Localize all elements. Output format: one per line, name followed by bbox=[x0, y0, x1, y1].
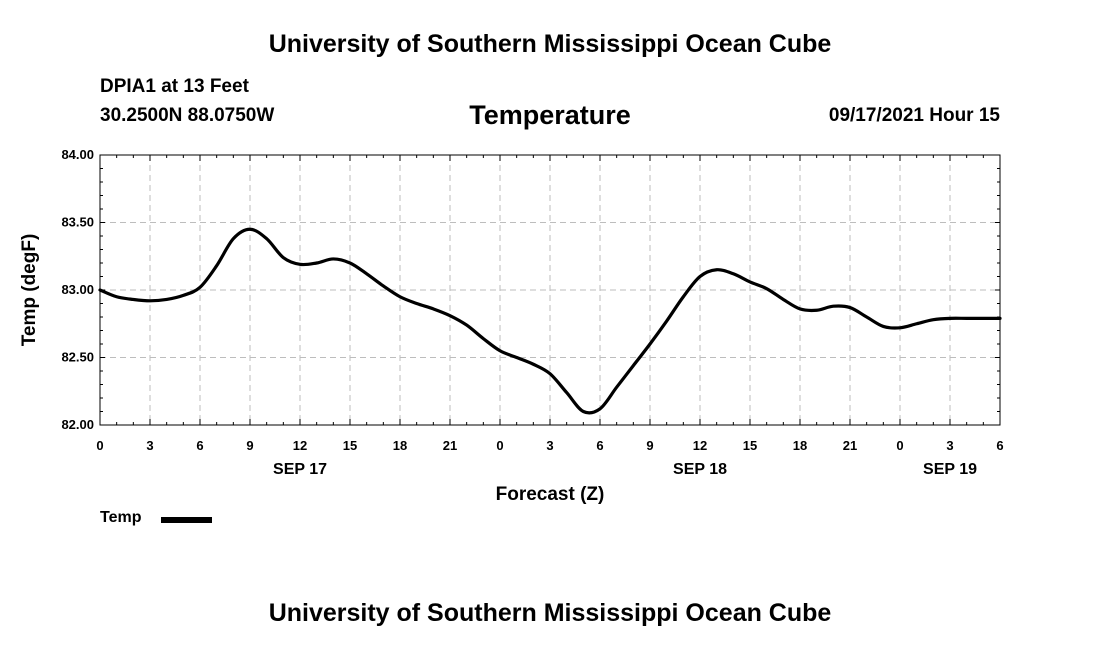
temp-data-point bbox=[799, 307, 802, 310]
temp-data-point bbox=[265, 237, 268, 240]
temp-data-point bbox=[215, 264, 218, 267]
temp-data-point bbox=[715, 268, 718, 271]
temp-data-point bbox=[982, 317, 985, 320]
temp-data-point bbox=[699, 275, 702, 278]
y-tick-label: 84.00 bbox=[61, 147, 94, 162]
temp-data-point bbox=[632, 364, 635, 367]
y-tick-labels: 82.00 82.50 83.00 83.50 84.00 bbox=[61, 147, 94, 432]
temp-data-point bbox=[949, 317, 952, 320]
x-tick-label: 15 bbox=[343, 438, 357, 453]
temp-data-point bbox=[682, 295, 685, 298]
temp-data-point bbox=[482, 337, 485, 340]
temp-data-point bbox=[615, 386, 618, 389]
temp-data-point bbox=[915, 322, 918, 325]
temp-data-point bbox=[815, 309, 818, 312]
temp-data-point bbox=[649, 343, 652, 346]
temp-data-point bbox=[449, 314, 452, 317]
temp-data-point bbox=[665, 320, 668, 323]
temp-data-point bbox=[749, 280, 752, 283]
x-tick-label: 9 bbox=[646, 438, 653, 453]
legend-swatch bbox=[161, 517, 212, 523]
x-tick-label: 18 bbox=[393, 438, 407, 453]
x-tick-label: 9 bbox=[246, 438, 253, 453]
x-tick-label: 6 bbox=[996, 438, 1003, 453]
station-coordinates: 30.2500N 88.0750W bbox=[100, 105, 275, 126]
temp-data-point bbox=[865, 316, 868, 319]
temp-data-point bbox=[415, 302, 418, 305]
temp-data-point bbox=[199, 286, 202, 289]
temp-data-point bbox=[515, 356, 518, 359]
y-tick-label: 83.50 bbox=[61, 215, 94, 230]
temp-data-point bbox=[965, 317, 968, 320]
temp-data-point bbox=[582, 410, 585, 413]
temp-data-point bbox=[549, 372, 552, 375]
x-tick-label: 0 bbox=[496, 438, 503, 453]
x-tick-label: 3 bbox=[546, 438, 553, 453]
y-tick-label: 82.00 bbox=[61, 417, 94, 432]
x-axis-label: Forecast (Z) bbox=[496, 484, 605, 505]
page-title: University of Southern Mississippi Ocean… bbox=[268, 30, 832, 58]
y-axis-label: Temp (degF) bbox=[19, 234, 40, 347]
x-tick-label: 0 bbox=[96, 438, 103, 453]
footer-title: University of Southern Mississippi Ocean… bbox=[268, 599, 832, 627]
temp-data-point bbox=[882, 325, 885, 328]
temp-data-point bbox=[165, 298, 168, 301]
x-tick-label: 21 bbox=[843, 438, 857, 453]
temp-data-point bbox=[182, 294, 185, 297]
temp-data-point bbox=[399, 295, 402, 298]
temp-data-point bbox=[782, 298, 785, 301]
temp-data-point bbox=[899, 326, 902, 329]
temp-data-point bbox=[132, 298, 135, 301]
chart-title: Temperature bbox=[469, 100, 631, 130]
temp-data-point bbox=[565, 391, 568, 394]
temp-data-point bbox=[99, 289, 102, 292]
temp-data-point bbox=[532, 363, 535, 366]
y-tick-label: 82.50 bbox=[61, 350, 94, 365]
temp-data-point bbox=[365, 272, 368, 275]
temp-data-point bbox=[432, 307, 435, 310]
x-tick-label: 15 bbox=[743, 438, 757, 453]
grid bbox=[100, 155, 1000, 425]
temp-data-point bbox=[849, 306, 852, 309]
temp-data-point bbox=[499, 349, 502, 352]
x-tick-label: 6 bbox=[196, 438, 203, 453]
x-tick-label: 18 bbox=[793, 438, 807, 453]
x-tick-label: 12 bbox=[293, 438, 307, 453]
date-label: SEP 19 bbox=[923, 461, 977, 478]
temp-data-point bbox=[832, 305, 835, 308]
temp-data-point bbox=[599, 407, 602, 410]
temp-data-point bbox=[299, 263, 302, 266]
x-tick-label: 3 bbox=[146, 438, 153, 453]
temp-data-point bbox=[382, 284, 385, 287]
station-label: DPIA1 at 13 Feet bbox=[100, 76, 249, 97]
x-tick-label: 12 bbox=[693, 438, 707, 453]
x-tick-label: 0 bbox=[896, 438, 903, 453]
x-tick-label: 6 bbox=[596, 438, 603, 453]
temp-data-point bbox=[115, 295, 118, 298]
forecast-datetime: 09/17/2021 Hour 15 bbox=[828, 105, 1000, 126]
temp-data-point bbox=[765, 287, 768, 290]
temp-data-point bbox=[315, 262, 318, 265]
temp-series-line bbox=[98, 227, 1002, 415]
temp-data-point bbox=[282, 256, 285, 259]
temp-data-point bbox=[349, 262, 352, 265]
x-tick-label: 21 bbox=[443, 438, 457, 453]
x-tick-label: 3 bbox=[946, 438, 953, 453]
temp-data-point bbox=[465, 324, 468, 327]
x-tick-labels: 0 3 6 9 12 15 18 21 0 3 6 9 12 15 18 21 0 3 6 bbox=[96, 438, 1003, 453]
date-label: SEP 18 bbox=[673, 461, 727, 478]
legend-label: Temp bbox=[100, 509, 142, 526]
date-label: SEP 17 bbox=[273, 461, 327, 478]
temp-data-point bbox=[332, 257, 335, 260]
temp-data-point bbox=[232, 237, 235, 240]
temp-data-point bbox=[149, 299, 152, 302]
temp-data-point bbox=[932, 318, 935, 321]
temp-data-point bbox=[732, 272, 735, 275]
date-labels: SEP 17 SEP 18 SEP 19 bbox=[273, 461, 977, 478]
temp-data-point bbox=[249, 228, 252, 231]
temp-data-point bbox=[999, 317, 1002, 320]
y-tick-label: 83.00 bbox=[61, 282, 94, 297]
